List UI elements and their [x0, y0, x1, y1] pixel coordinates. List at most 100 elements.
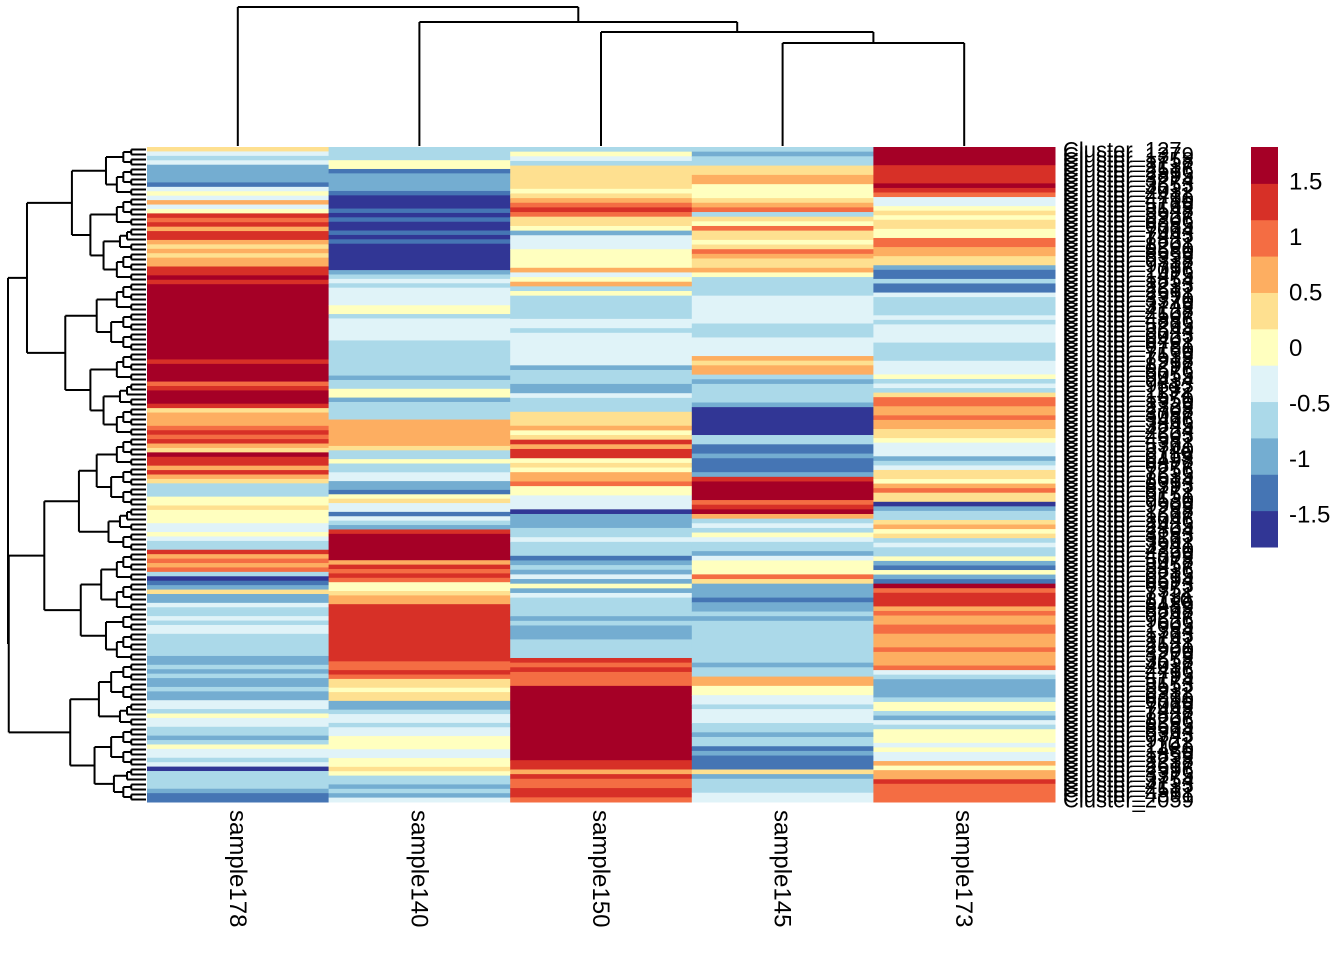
heatmap-cell: [873, 779, 1056, 785]
heatmap-cell: [147, 673, 330, 679]
heatmap-cell: [873, 542, 1056, 548]
heatmap-cell: [328, 459, 511, 465]
heatmap-cell: [328, 784, 511, 790]
row-label: Cluster_4411: [1063, 183, 1192, 208]
legend-swatch: [1251, 474, 1278, 512]
heatmap-cell: [873, 647, 1056, 653]
heatmap-cell: [873, 538, 1056, 544]
heatmap-cell: [328, 397, 511, 403]
row-label: Cluster_1859: [1063, 743, 1194, 768]
heatmap-cell: [147, 465, 330, 471]
row-label: Cluster_2708: [1063, 398, 1194, 423]
heatmap-cell: [328, 670, 511, 676]
heatmap-cell: [328, 590, 511, 596]
heatmap-cell: [510, 383, 693, 394]
heatmap-cell: [691, 277, 874, 297]
row-label: Cluster_3183: [1063, 523, 1194, 548]
legend-swatch: [1251, 365, 1278, 403]
legend-swatch: [1251, 183, 1278, 221]
heatmap-cell: [147, 390, 330, 405]
heatmap-cell: [147, 208, 330, 214]
heatmap-cell: [691, 736, 874, 747]
row-label: Cluster_2991: [1063, 283, 1194, 308]
heatmap-cell: [691, 523, 874, 529]
heatmap-cell: [328, 797, 511, 803]
row-label: Cluster_8964: [1063, 718, 1194, 743]
heatmap-cell: [691, 295, 874, 325]
legend-tick-label: 1.5: [1289, 168, 1322, 195]
heatmap-cell: [510, 393, 693, 399]
heatmap-cell: [691, 253, 874, 259]
heatmap-cell: [873, 319, 1056, 325]
heatmap-cell: [873, 529, 1056, 535]
heatmap-cell: [147, 655, 330, 666]
heatmap-cell: [510, 188, 693, 194]
heatmap-cell: [510, 671, 693, 687]
legend-swatch: [1251, 256, 1278, 293]
heatmap-cell: [147, 602, 330, 608]
row-label: Cluster_2142: [1063, 628, 1194, 653]
row-label: Cluster_1950: [1063, 388, 1194, 413]
row-label: Cluster_6023: [1063, 323, 1194, 348]
row-label: Cluster_4224: [1063, 418, 1194, 443]
heatmap-cell: [691, 207, 874, 213]
heatmap-cell: [691, 732, 874, 738]
heatmap-cell: [691, 472, 874, 478]
heatmap-cell: [510, 797, 693, 803]
row-label: Cluster_3087: [1063, 403, 1194, 428]
column-label-sample145: sample145: [769, 810, 796, 927]
row-label: Cluster_6973: [1063, 573, 1194, 598]
row-label: Cluster_8201: [1063, 233, 1194, 258]
heatmap-cell: [873, 483, 1056, 489]
row-label: Cluster_2900: [1063, 638, 1194, 663]
heatmap-cell: [873, 724, 1056, 730]
heatmap-cell: [147, 160, 330, 166]
heatmap-cell: [510, 230, 693, 236]
heatmap-cell: [147, 385, 330, 391]
heatmap-cell: [328, 736, 511, 750]
heatmap-cell: [510, 425, 693, 431]
heatmap-cell: [873, 633, 1056, 648]
heatmap-cell: [510, 225, 693, 232]
heatmap-cell: [328, 401, 511, 421]
row-label: Cluster_2521: [1063, 633, 1194, 658]
heatmap-cell: [873, 747, 1056, 753]
heatmap-cell: [510, 397, 693, 413]
heatmap-cell: [691, 323, 874, 338]
heatmap-cell: [510, 509, 693, 515]
row-label: Cluster_3941: [1063, 533, 1194, 558]
row-label: Cluster_3375: [1063, 763, 1194, 788]
heatmap-cell: [873, 183, 1056, 189]
heatmap-cell: [147, 155, 330, 161]
heatmap-cell: [691, 662, 874, 668]
row-label: Cluster_4795: [1063, 663, 1194, 688]
row-label: Cluster_7731: [1063, 583, 1194, 608]
heatmap-cell: [147, 563, 330, 568]
heatmap-cell: [147, 456, 330, 467]
heatmap-cell: [873, 588, 1056, 594]
heatmap-cell: [328, 775, 511, 785]
heatmap-cell: [328, 195, 511, 210]
heatmap-cell: [873, 506, 1056, 512]
row-label: Cluster_7256: [1063, 458, 1194, 483]
heatmap-cell: [873, 442, 1056, 457]
row-label: Cluster_2329: [1063, 393, 1194, 418]
heatmap-cell: [873, 315, 1056, 321]
heatmap-cell: [147, 691, 330, 701]
row-label: Cluster_7069: [1063, 693, 1194, 718]
heatmap-cell: [328, 340, 511, 377]
heatmap-cell: [147, 505, 330, 511]
heatmap-cell: [691, 374, 874, 380]
heatmap-cell: [873, 383, 1056, 389]
heatmap-cell: [147, 257, 330, 267]
heatmap-cell: [147, 762, 330, 768]
heatmap-cell: [691, 212, 874, 218]
heatmap-cell: [328, 463, 511, 473]
heatmap-cell: [510, 267, 693, 273]
heatmap-cell: [873, 670, 1056, 676]
heatmap-cell: [147, 478, 330, 484]
heatmap-cell: [691, 230, 874, 241]
heatmap-cell: [328, 722, 511, 728]
heatmap-cell: [328, 243, 511, 271]
heatmap-cell: [147, 200, 330, 206]
